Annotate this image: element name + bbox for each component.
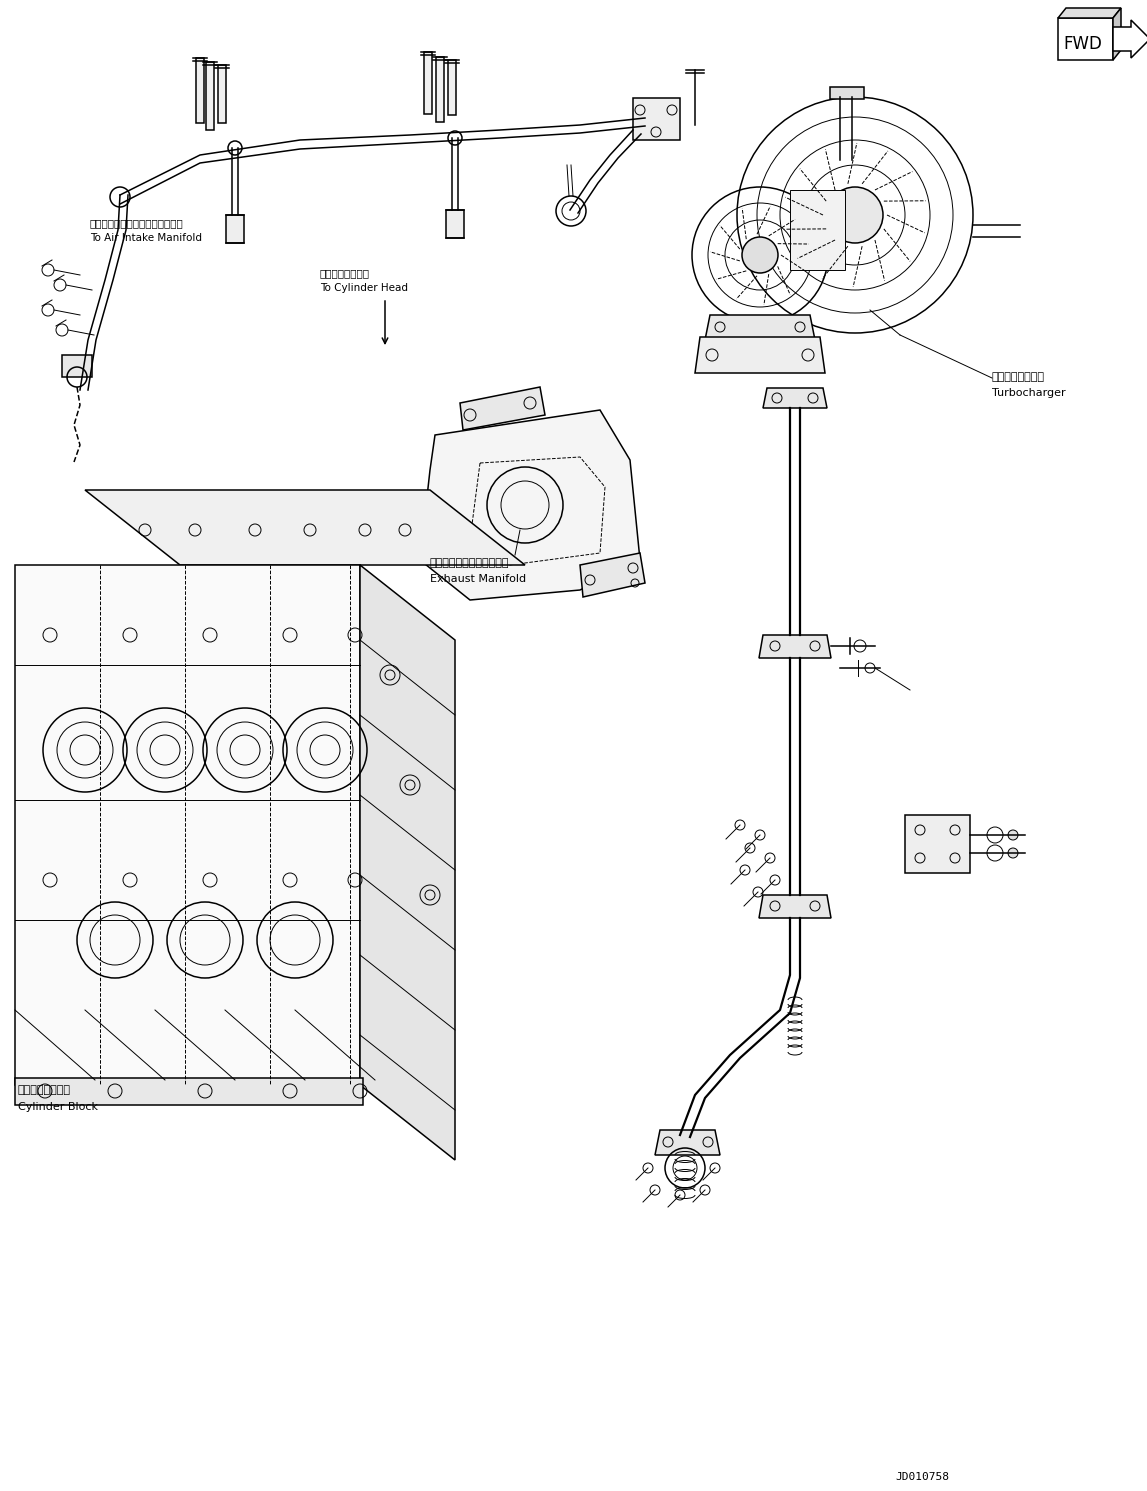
Polygon shape [15, 565, 360, 1085]
Text: Exhaust Manifold: Exhaust Manifold [430, 574, 526, 584]
Circle shape [1008, 848, 1019, 857]
Text: To Cylinder Head: To Cylinder Head [320, 283, 408, 294]
Polygon shape [759, 635, 830, 658]
Bar [62, 355, 92, 377]
Bar [218, 66, 226, 122]
Polygon shape [705, 315, 816, 340]
Text: To Air Intake Manifold: To Air Intake Manifold [89, 233, 202, 243]
Text: エキゾーストマニホールド: エキゾーストマニホールド [430, 558, 509, 568]
Bar [196, 58, 204, 122]
Polygon shape [655, 1130, 720, 1156]
Text: FWD: FWD [1063, 34, 1102, 54]
Text: Cylinder Block: Cylinder Block [18, 1102, 97, 1112]
Circle shape [1008, 830, 1019, 839]
Text: JD010758: JD010758 [895, 1472, 949, 1482]
Text: シリンダヘッドへ: シリンダヘッドへ [320, 268, 370, 277]
Polygon shape [1113, 7, 1121, 60]
Polygon shape [763, 388, 827, 409]
Polygon shape [905, 816, 970, 874]
Polygon shape [420, 410, 640, 599]
Circle shape [827, 186, 883, 243]
Polygon shape [633, 98, 680, 140]
Bar [226, 215, 244, 243]
Polygon shape [85, 491, 525, 565]
Polygon shape [360, 565, 455, 1160]
Polygon shape [580, 553, 645, 596]
Polygon shape [695, 337, 825, 373]
Bar [448, 60, 457, 115]
Text: シリンダブロック: シリンダブロック [18, 1085, 71, 1094]
Polygon shape [1058, 18, 1113, 60]
Polygon shape [790, 189, 845, 270]
Polygon shape [15, 1078, 362, 1105]
Polygon shape [759, 895, 830, 918]
Bar [206, 63, 214, 130]
Bar [446, 210, 465, 239]
Text: エアーインテークマニホールドへ: エアーインテークマニホールドへ [89, 218, 184, 228]
Circle shape [742, 237, 778, 273]
Polygon shape [1058, 7, 1121, 18]
Text: ターボチャージャ: ターボチャージャ [992, 371, 1045, 382]
Polygon shape [1113, 19, 1147, 58]
Bar [436, 57, 444, 122]
Polygon shape [460, 388, 545, 429]
Bar [424, 52, 432, 113]
Text: Turbocharger: Turbocharger [992, 388, 1066, 398]
Bar [830, 86, 864, 98]
